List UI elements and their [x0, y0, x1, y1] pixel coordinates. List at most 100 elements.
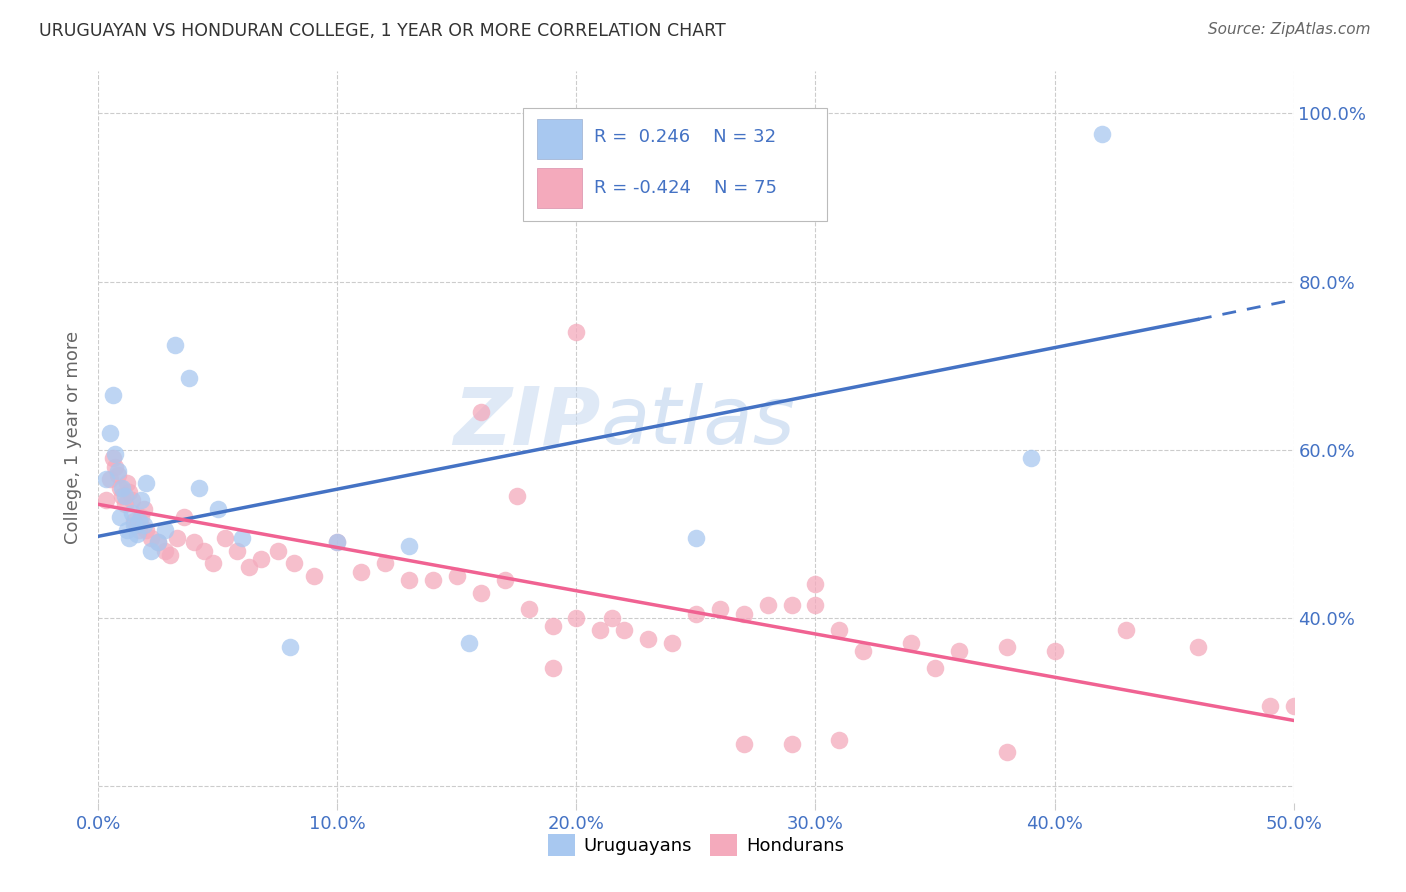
Point: [104, 459, 127, 474]
Point: [148, 535, 170, 549]
Point: [780, 599, 803, 613]
Point: [183, 535, 205, 549]
Text: atlas: atlas: [600, 384, 796, 461]
Point: [1187, 640, 1209, 655]
Point: [756, 599, 779, 613]
Text: R = -0.424    N = 75: R = -0.424 N = 75: [595, 179, 778, 197]
Point: [685, 607, 707, 621]
Point: [104, 447, 127, 461]
Point: [398, 573, 420, 587]
Point: [128, 514, 150, 528]
Point: [131, 510, 153, 524]
Point: [107, 464, 129, 478]
Point: [101, 388, 124, 402]
Point: [132, 501, 155, 516]
Bar: [537, 168, 582, 208]
Point: [121, 493, 143, 508]
Point: [804, 577, 827, 591]
Point: [155, 523, 177, 537]
Point: [1019, 451, 1042, 466]
Point: [166, 531, 188, 545]
Point: [159, 548, 181, 562]
Point: [1091, 128, 1114, 142]
Point: [1043, 644, 1066, 658]
Point: [446, 569, 468, 583]
Point: [780, 737, 803, 751]
Point: [108, 510, 131, 524]
Point: [422, 573, 444, 587]
Point: [111, 481, 134, 495]
Point: [94, 493, 117, 508]
Point: [202, 556, 225, 570]
Point: [128, 523, 150, 537]
Point: [900, 636, 922, 650]
Point: [267, 543, 290, 558]
Point: [115, 523, 138, 537]
Point: [139, 531, 162, 545]
Point: [214, 531, 236, 545]
Point: [302, 569, 325, 583]
Point: [733, 607, 755, 621]
Point: [124, 514, 146, 528]
Point: [458, 636, 481, 650]
Point: [98, 472, 122, 486]
Point: [637, 632, 659, 646]
Point: [661, 636, 683, 650]
Point: [374, 556, 396, 570]
Point: [1115, 624, 1137, 638]
Point: [114, 497, 136, 511]
Point: [685, 531, 707, 545]
Point: [131, 493, 153, 508]
Point: [709, 602, 731, 616]
Point: [207, 501, 229, 516]
Point: [924, 661, 946, 675]
Point: [173, 510, 195, 524]
Point: [804, 599, 827, 613]
Point: [326, 535, 349, 549]
Point: [118, 531, 141, 545]
Point: [852, 644, 875, 658]
Point: [602, 611, 624, 625]
Point: [1258, 699, 1281, 714]
Legend: Uruguayans, Hondurans: Uruguayans, Hondurans: [540, 827, 852, 863]
Point: [132, 518, 155, 533]
Point: [470, 585, 492, 599]
Point: [155, 543, 177, 558]
Point: [278, 640, 301, 655]
Point: [517, 602, 540, 616]
Point: [494, 573, 516, 587]
Point: [1282, 699, 1305, 714]
Text: R =  0.246    N = 32: R = 0.246 N = 32: [595, 128, 776, 146]
Point: [565, 325, 588, 339]
FancyBboxPatch shape: [523, 108, 827, 221]
Point: [995, 745, 1018, 759]
Y-axis label: College, 1 year or more: College, 1 year or more: [65, 331, 83, 543]
Point: [94, 472, 117, 486]
Point: [98, 425, 122, 440]
Point: [733, 737, 755, 751]
Text: URUGUAYAN VS HONDURAN COLLEGE, 1 YEAR OR MORE CORRELATION CHART: URUGUAYAN VS HONDURAN COLLEGE, 1 YEAR OR…: [39, 22, 725, 40]
Point: [250, 552, 273, 566]
Point: [398, 540, 420, 554]
Point: [506, 489, 529, 503]
Point: [118, 484, 141, 499]
Point: [135, 476, 157, 491]
Point: [541, 661, 564, 675]
Point: [187, 481, 209, 495]
Point: [828, 624, 851, 638]
Point: [179, 371, 201, 385]
Point: [470, 405, 492, 419]
Point: [589, 624, 612, 638]
Point: [995, 640, 1018, 655]
Point: [350, 565, 373, 579]
Point: [226, 543, 249, 558]
Point: [115, 476, 138, 491]
Point: [283, 556, 305, 570]
Text: ZIP: ZIP: [453, 384, 600, 461]
Point: [231, 531, 253, 545]
Point: [107, 467, 129, 482]
Point: [121, 506, 143, 520]
Point: [193, 543, 215, 558]
Point: [163, 337, 186, 351]
Point: [125, 526, 148, 541]
